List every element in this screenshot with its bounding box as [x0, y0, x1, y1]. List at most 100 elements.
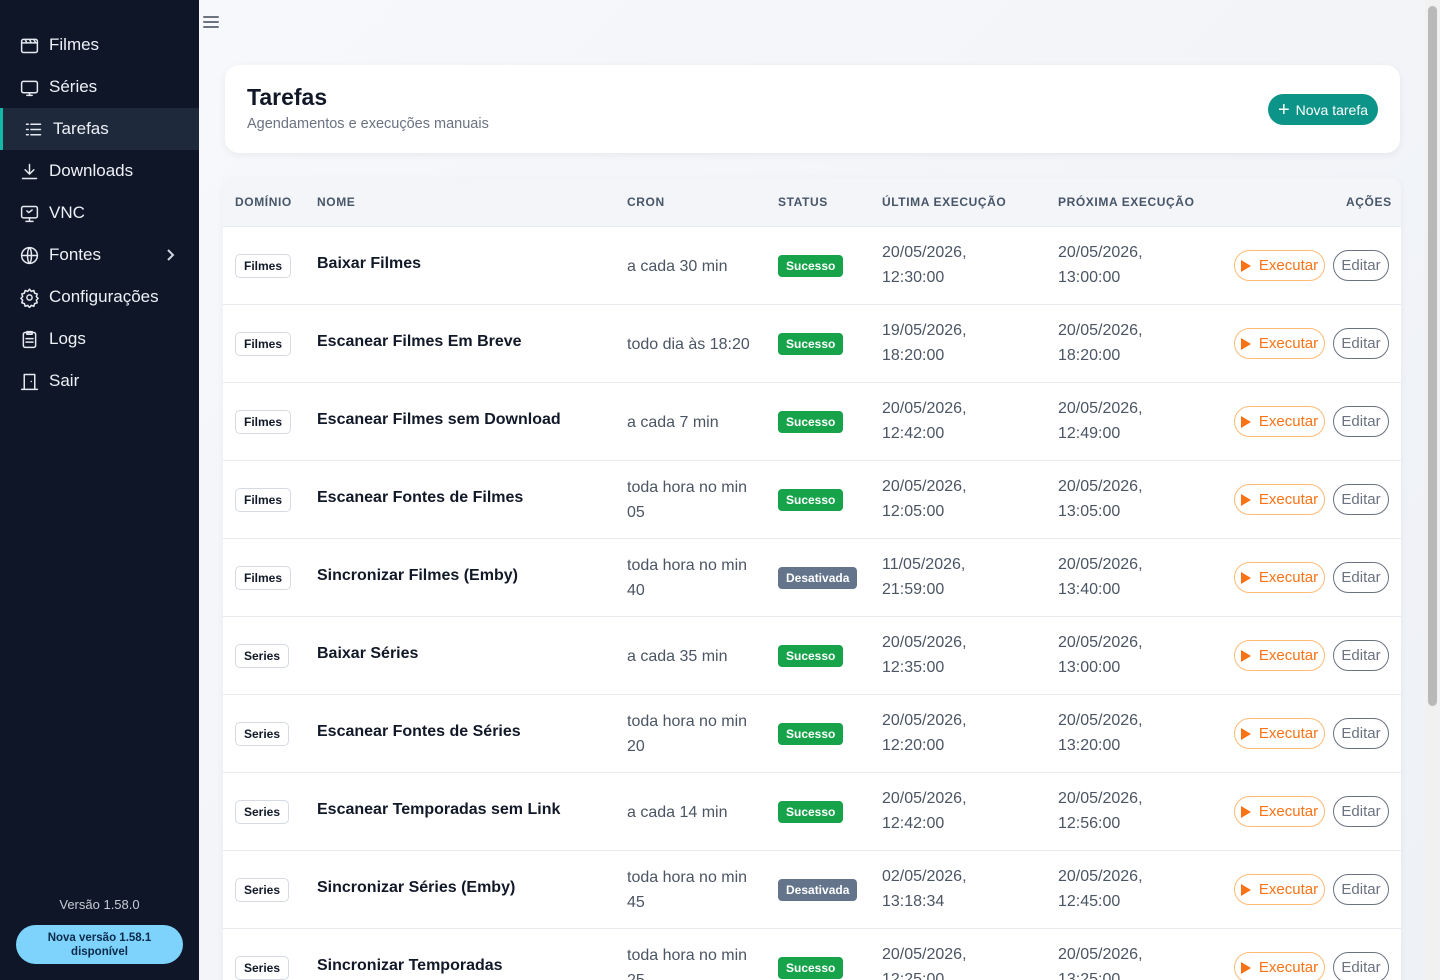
run-task-button[interactable]: Executar	[1234, 796, 1325, 827]
play-icon	[1240, 493, 1251, 506]
globe-icon	[18, 244, 40, 266]
edit-task-button[interactable]: Editar	[1333, 328, 1389, 359]
sidebar-item-tarefas[interactable]: Tarefas	[0, 108, 199, 150]
task-name: Escanear Filmes sem Download	[317, 411, 561, 428]
next-run: 20/05/2026, 12:45:00	[1058, 864, 1143, 914]
new-task-button[interactable]: + Nova tarefa	[1267, 94, 1378, 125]
last-run-time: 12:42:00	[882, 425, 945, 442]
last-run-date: 20/05/2026,	[882, 400, 967, 417]
sidebar-item-filmes[interactable]: Filmes	[0, 24, 199, 66]
sidebar-item-downloads[interactable]: Downloads	[0, 150, 199, 192]
task-name: Escanear Fontes de Filmes	[317, 489, 524, 506]
run-task-button[interactable]: Executar	[1234, 640, 1325, 671]
run-label: Executar	[1258, 491, 1319, 508]
run-task-button[interactable]: Executar	[1234, 874, 1325, 905]
main-content: Tarefas Agendamentos e execuções manuais…	[199, 0, 1425, 980]
last-run-date: 20/05/2026,	[882, 634, 967, 651]
next-run-date: 20/05/2026,	[1058, 556, 1143, 573]
next-run-time: 13:40:00	[1058, 581, 1121, 598]
page-title: Tarefas	[247, 84, 328, 110]
edit-task-button[interactable]: Editar	[1333, 640, 1389, 671]
version-label: Versão 1.58.0	[59, 897, 140, 912]
edit-label: Editar	[1341, 569, 1381, 586]
table-row: Series Escanear Fontes de Séries toda hora…	[223, 694, 1401, 772]
sidebar-item-configuracoes[interactable]: Configurações	[0, 276, 199, 318]
status-badge: Sucesso	[778, 489, 844, 511]
edit-label: Editar	[1341, 803, 1381, 820]
edit-task-button[interactable]: Editar	[1333, 718, 1389, 749]
next-run-date: 20/05/2026,	[1058, 400, 1143, 417]
edit-task-button[interactable]: Editar	[1333, 406, 1389, 437]
next-run-date: 20/05/2026,	[1058, 634, 1143, 651]
run-label: Executar	[1258, 413, 1319, 430]
run-task-button[interactable]: Executar	[1234, 952, 1325, 980]
page-scrollbar[interactable]	[1425, 0, 1440, 980]
last-run: 19/05/2026, 18:20:00	[882, 318, 967, 368]
sidebar-item-label: Séries	[49, 77, 98, 96]
edit-label: Editar	[1341, 725, 1381, 742]
task-cron: todo dia às 18:20	[627, 335, 750, 353]
sidebar-item-sair[interactable]: Sair	[0, 360, 199, 402]
play-icon	[1240, 883, 1251, 896]
column-header-cron: CRON	[627, 195, 665, 209]
status-badge: Sucesso	[778, 333, 844, 355]
status-badge: Desativada	[778, 879, 858, 901]
table-row: Series Escanear Temporadas sem Link a cada…	[223, 772, 1401, 850]
last-run-time: 12:42:00	[882, 815, 945, 832]
sidebar-item-series[interactable]: Séries	[0, 66, 199, 108]
next-run-time: 12:56:00	[1058, 815, 1121, 832]
run-task-button[interactable]: Executar	[1234, 718, 1325, 749]
last-run-date: 02/05/2026,	[882, 868, 967, 885]
task-name: Escanear Temporadas sem Link	[317, 801, 561, 818]
run-label: Executar	[1258, 881, 1319, 898]
task-cron: a cada 14 min	[627, 803, 728, 821]
table-row: Filmes Sincronizar Filmes (Emby) toda hora…	[223, 538, 1401, 616]
sidebar-item-label: Fontes	[49, 245, 101, 264]
status-badge: Desativada	[778, 567, 858, 589]
run-task-button[interactable]: Executar	[1234, 250, 1325, 281]
task-name: Sincronizar Temporadas	[317, 957, 503, 974]
sidebar-item-label: Logs	[49, 329, 86, 348]
edit-task-button[interactable]: Editar	[1333, 562, 1389, 593]
status-badge: Sucesso	[778, 411, 844, 433]
last-run-time: 21:59:00	[882, 581, 945, 598]
run-task-button[interactable]: Executar	[1234, 406, 1325, 437]
download-icon	[18, 160, 40, 182]
domain-badge: Filmes	[235, 254, 292, 278]
domain-badge: Filmes	[235, 410, 292, 434]
edit-task-button[interactable]: Editar	[1333, 484, 1389, 515]
sidebar-item-logs[interactable]: Logs	[0, 318, 199, 360]
edit-task-button[interactable]: Editar	[1333, 874, 1389, 905]
task-cron: toda hora no min 45	[627, 869, 748, 911]
door-icon	[18, 370, 40, 392]
domain-badge: Filmes	[235, 332, 292, 356]
play-icon	[1240, 805, 1251, 818]
gear-icon	[18, 286, 40, 308]
task-name: Sincronizar Filmes (Emby)	[317, 567, 518, 584]
status-badge: Sucesso	[778, 723, 844, 745]
update-line-1: Nova versão 1.58.1	[47, 931, 152, 944]
edit-label: Editar	[1341, 881, 1381, 898]
task-name: Escanear Fontes de Séries	[317, 723, 521, 740]
sidebar-item-vnc[interactable]: VNC	[0, 192, 199, 234]
run-task-button[interactable]: Executar	[1234, 484, 1325, 515]
run-task-button[interactable]: Executar	[1234, 328, 1325, 359]
edit-task-button[interactable]: Editar	[1333, 952, 1389, 980]
domain-badge: Filmes	[235, 566, 292, 590]
table-row: Filmes Escanear Filmes Em Breve todo dia à…	[223, 304, 1401, 382]
menu-toggle-icon[interactable]	[203, 16, 219, 30]
next-run: 20/05/2026, 13:00:00	[1058, 240, 1143, 290]
run-label: Executar	[1258, 725, 1319, 742]
edit-task-button[interactable]: Editar	[1333, 250, 1389, 281]
next-run-time: 13:00:00	[1058, 269, 1121, 286]
next-run-time: 13:05:00	[1058, 503, 1121, 520]
next-run: 20/05/2026, 13:40:00	[1058, 552, 1143, 602]
new-task-label: Nova tarefa	[1295, 101, 1368, 118]
scrollbar-thumb[interactable]	[1428, 6, 1437, 706]
update-available-button[interactable]: Nova versão 1.58.1 disponível	[16, 925, 183, 964]
last-run-time: 12:05:00	[882, 503, 945, 520]
sidebar-item-fontes[interactable]: Fontes	[0, 234, 199, 276]
run-task-button[interactable]: Executar	[1234, 562, 1325, 593]
edit-task-button[interactable]: Editar	[1333, 796, 1389, 827]
last-run: 20/05/2026, 12:20:00	[882, 708, 967, 758]
